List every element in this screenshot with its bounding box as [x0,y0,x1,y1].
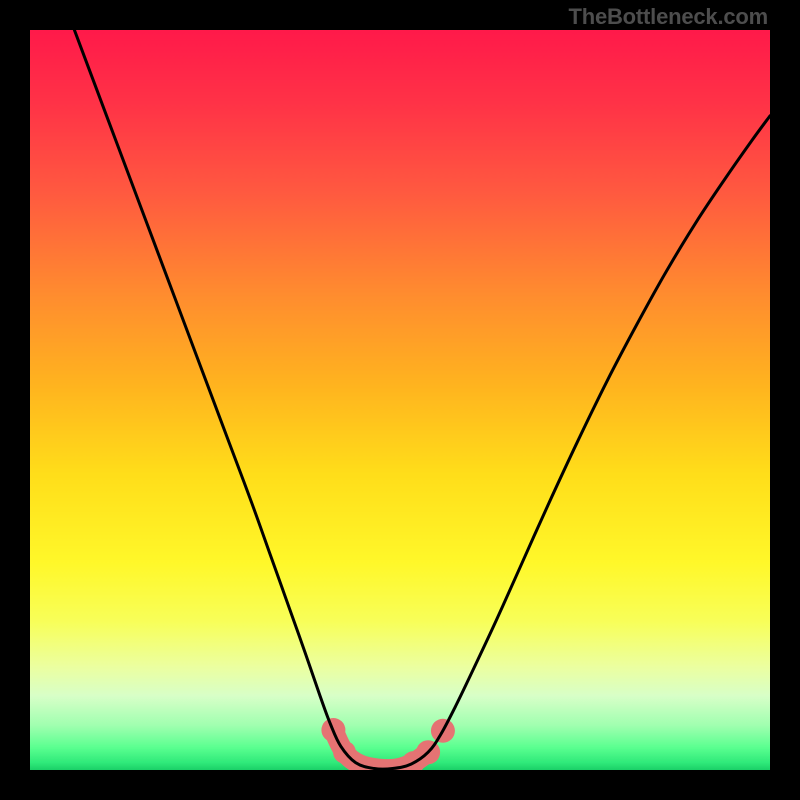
gradient-background [30,30,770,770]
watermark-text: TheBottleneck.com [568,4,768,30]
plot-area [30,30,770,770]
chart-frame: TheBottleneck.com [0,0,800,800]
